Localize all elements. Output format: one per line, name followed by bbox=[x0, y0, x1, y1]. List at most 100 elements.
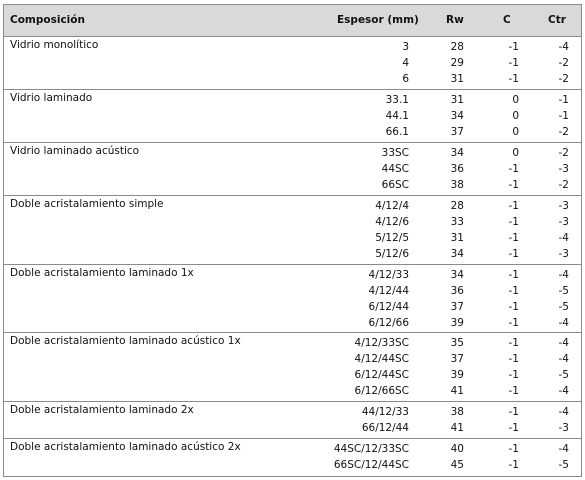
table-row: 4/12/33SC 35 -1 -4 bbox=[4, 336, 581, 352]
table-row: 6/12/44 37 -1 -5 bbox=[4, 300, 581, 316]
cell-espesor: 4/12/44 bbox=[368, 284, 409, 297]
table-row: 33SC 34 0 -2 bbox=[4, 146, 581, 162]
table-group: Vidrio monolítico 3 28 -1 -4 4 29 -1 -2 6 31 -1 -2 bbox=[4, 37, 581, 90]
cell-c: -1 bbox=[508, 385, 519, 398]
cell-rw: 31 bbox=[450, 93, 464, 106]
table-row: 4/12/6 33 -1 -3 bbox=[4, 215, 581, 231]
table-group: Doble acristalamiento laminado 1x 4/12/33… bbox=[4, 265, 581, 334]
cell-rw: 35 bbox=[450, 337, 464, 350]
cell-c: 0 bbox=[512, 146, 519, 159]
group-name: Doble acristalamiento laminado acústico … bbox=[10, 441, 241, 454]
cell-rw: 31 bbox=[450, 231, 464, 244]
cell-rw: 39 bbox=[450, 316, 464, 329]
cell-rw: 37 bbox=[450, 353, 464, 366]
table-row: 5/12/6 34 -1 -3 bbox=[4, 247, 581, 263]
table-row: 5/12/5 31 -1 -4 bbox=[4, 231, 581, 247]
table-row: 66SC/12/44SC 45 -1 -5 bbox=[4, 458, 581, 474]
cell-ctr: -4 bbox=[558, 385, 569, 398]
cell-espesor: 66SC/12/44SC bbox=[333, 459, 409, 472]
cell-espesor: 33.1 bbox=[385, 93, 409, 106]
table-row: 66.1 37 0 -2 bbox=[4, 125, 581, 141]
header-composicion: Composición bbox=[10, 14, 85, 26]
cell-espesor: 4/12/33SC bbox=[354, 337, 409, 350]
table-row: 44SC 36 -1 -3 bbox=[4, 162, 581, 178]
table-row: 66/12/44 41 -1 -3 bbox=[4, 421, 581, 437]
group-name: Doble acristalamiento simple bbox=[10, 197, 164, 210]
table-row: 4/12/33 34 -1 -4 bbox=[4, 268, 581, 284]
cell-ctr: -4 bbox=[558, 443, 569, 456]
cell-c: -1 bbox=[508, 459, 519, 472]
cell-rw: 29 bbox=[450, 57, 464, 69]
table-row: 4/12/44SC 37 -1 -4 bbox=[4, 352, 581, 368]
table-group: Doble acristalamiento simple 4/12/4 28 -1 -3… bbox=[4, 196, 581, 265]
header-espesor: Espesor (mm) bbox=[337, 14, 419, 26]
cell-espesor: 4/12/44SC bbox=[354, 353, 409, 366]
table-group: Doble acristalamiento laminado 2x 44/12/3… bbox=[4, 402, 581, 440]
cell-c: -1 bbox=[508, 162, 519, 175]
cell-rw: 40 bbox=[450, 443, 464, 456]
cell-rw: 36 bbox=[450, 284, 464, 297]
cell-espesor: 44SC/12/33SC bbox=[333, 443, 409, 456]
cell-ctr: -4 bbox=[558, 406, 569, 419]
cell-c: -1 bbox=[508, 178, 519, 191]
cell-espesor: 4 bbox=[402, 57, 409, 69]
cell-espesor: 44SC bbox=[381, 162, 409, 175]
cell-espesor: 5/12/6 bbox=[375, 247, 409, 260]
cell-espesor: 44.1 bbox=[385, 109, 409, 122]
cell-c: -1 bbox=[508, 422, 519, 435]
table-group: Vidrio laminado acústico 33SC 34 0 -2 44SC 36 -… bbox=[4, 143, 581, 196]
cell-espesor: 6/12/66SC bbox=[354, 385, 409, 398]
table-row: 6/12/44SC 39 -1 -5 bbox=[4, 368, 581, 384]
cell-rw: 38 bbox=[450, 178, 464, 191]
cell-espesor: 6 bbox=[402, 73, 409, 85]
table-row: 6/12/66 39 -1 -4 bbox=[4, 316, 581, 332]
cell-ctr: -2 bbox=[558, 178, 569, 191]
cell-ctr: -3 bbox=[558, 215, 569, 228]
cell-rw: 45 bbox=[450, 459, 464, 472]
cell-ctr: -5 bbox=[558, 300, 569, 313]
cell-rw: 37 bbox=[450, 300, 464, 313]
cell-c: -1 bbox=[508, 337, 519, 350]
cell-ctr: -4 bbox=[558, 268, 569, 281]
cell-espesor: 66.1 bbox=[385, 125, 409, 138]
table-row: 44SC/12/33SC 40 -1 -4 bbox=[4, 442, 581, 458]
cell-c: -1 bbox=[508, 41, 519, 53]
cell-ctr: -3 bbox=[558, 247, 569, 260]
cell-rw: 37 bbox=[450, 125, 464, 138]
cell-espesor: 66SC bbox=[381, 178, 409, 191]
cell-c: -1 bbox=[508, 406, 519, 419]
cell-rw: 34 bbox=[450, 247, 464, 260]
cell-ctr: -5 bbox=[558, 459, 569, 472]
cell-rw: 31 bbox=[450, 73, 464, 85]
cell-ctr: -2 bbox=[558, 73, 569, 85]
cell-c: -1 bbox=[508, 369, 519, 382]
cell-c: -1 bbox=[508, 199, 519, 212]
cell-c: 0 bbox=[512, 125, 519, 138]
cell-espesor: 5/12/5 bbox=[375, 231, 409, 244]
cell-ctr: -3 bbox=[558, 422, 569, 435]
cell-c: -1 bbox=[508, 353, 519, 366]
group-name: Vidrio laminado acústico bbox=[10, 144, 140, 157]
cell-ctr: -2 bbox=[558, 57, 569, 69]
cell-rw: 34 bbox=[450, 268, 464, 281]
cell-c: -1 bbox=[508, 268, 519, 281]
cell-c: -1 bbox=[508, 316, 519, 329]
header-c: C bbox=[503, 14, 511, 26]
cell-c: 0 bbox=[512, 93, 519, 106]
cell-c: -1 bbox=[508, 231, 519, 244]
cell-rw: 34 bbox=[450, 109, 464, 122]
cell-ctr: -3 bbox=[558, 199, 569, 212]
table-row: 33.1 31 0 -1 bbox=[4, 93, 581, 109]
cell-c: -1 bbox=[508, 284, 519, 297]
group-name: Vidrio monolítico bbox=[10, 39, 99, 51]
group-name: Doble acristalamiento laminado acústico … bbox=[10, 335, 241, 348]
table-header: Composición Espesor (mm) Rw C Ctr bbox=[4, 5, 581, 37]
table-row: 4/12/4 28 -1 -3 bbox=[4, 199, 581, 215]
acoustic-table: Composición Espesor (mm) Rw C Ctr Vidrio… bbox=[3, 4, 582, 477]
cell-espesor: 44/12/33 bbox=[361, 406, 409, 419]
table-row: 44.1 34 0 -1 bbox=[4, 109, 581, 125]
header-ctr: Ctr bbox=[548, 14, 566, 26]
cell-ctr: -3 bbox=[558, 162, 569, 175]
cell-rw: 36 bbox=[450, 162, 464, 175]
cell-espesor: 3 bbox=[402, 41, 409, 53]
